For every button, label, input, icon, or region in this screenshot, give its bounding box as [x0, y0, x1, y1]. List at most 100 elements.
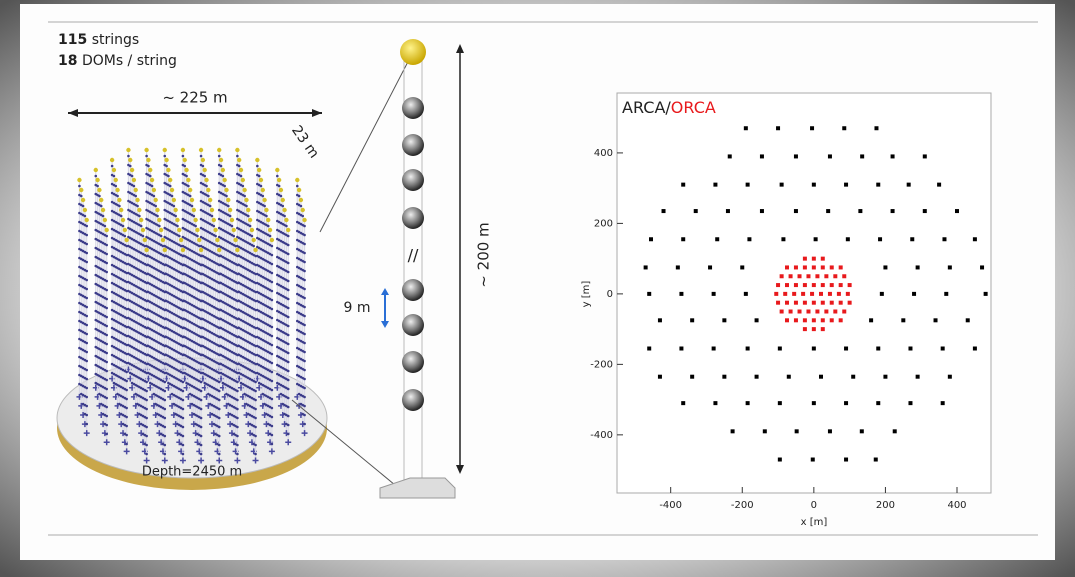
point	[869, 318, 873, 322]
buoy-dot	[270, 238, 274, 242]
dom-dot	[145, 291, 148, 294]
point	[747, 237, 751, 241]
buoy-dot	[119, 208, 123, 212]
dom-dot	[207, 195, 210, 198]
buoy-dot	[195, 228, 199, 232]
dom-dot	[200, 435, 203, 438]
dom-dot	[303, 234, 306, 237]
point	[948, 265, 952, 269]
dom-dot	[236, 399, 239, 402]
dom-dot	[105, 325, 108, 328]
buoy-dot	[275, 168, 279, 172]
dom-dot	[85, 261, 88, 264]
dom-dot	[182, 372, 185, 375]
buoy-dot	[130, 168, 134, 172]
dom-dot	[209, 205, 212, 208]
dom-dot	[200, 155, 203, 158]
dom-dot	[303, 387, 306, 390]
dom-dot	[200, 453, 203, 456]
dom-dot	[85, 333, 88, 336]
dom-dot	[174, 215, 177, 218]
dom-dot	[205, 185, 208, 188]
dom-dot	[236, 435, 239, 438]
buoy-dot	[210, 208, 214, 212]
dom-dot	[238, 165, 241, 168]
dom-dot	[200, 300, 203, 303]
buoy-dot	[132, 178, 136, 182]
point	[644, 265, 648, 269]
buoy-dot	[219, 158, 223, 162]
dom-dot	[265, 215, 268, 218]
point	[715, 237, 719, 241]
dom-dot	[254, 300, 257, 303]
dom-dot	[85, 387, 88, 390]
buoy-dot	[284, 218, 288, 222]
dom-dot	[247, 215, 250, 218]
point	[811, 458, 815, 462]
dom-dot	[200, 273, 203, 276]
dom-dot	[124, 235, 127, 238]
dom-dot	[287, 307, 290, 310]
buoy-dot	[164, 158, 168, 162]
dom-dot	[236, 300, 239, 303]
dom-dot	[203, 175, 206, 178]
dom-dot	[194, 225, 197, 228]
dom-dot	[85, 405, 88, 408]
dom-dot	[303, 333, 306, 336]
dom-dot	[236, 381, 239, 384]
buoy-dot	[201, 158, 205, 162]
buoy-dot	[121, 218, 125, 222]
dom-dot	[163, 345, 166, 348]
width-label: ~ 225 m	[162, 89, 227, 107]
dom-dot	[105, 298, 108, 301]
dom-dot	[85, 306, 88, 309]
buoy-dot	[250, 228, 254, 232]
point	[740, 265, 744, 269]
dom-dot	[287, 316, 290, 319]
dom-dot	[182, 273, 185, 276]
buoy-dot	[79, 188, 83, 192]
dom-dot	[85, 297, 88, 300]
dom-dot	[236, 327, 239, 330]
dom-dot	[145, 309, 148, 312]
buoy-dot	[228, 208, 232, 212]
dom-dot	[144, 245, 147, 248]
dom-dot	[263, 205, 266, 208]
dom-dot	[142, 235, 145, 238]
dom-dot	[254, 372, 257, 375]
dom-dot	[236, 336, 239, 339]
buoy-dot	[237, 158, 241, 162]
buoy-dot	[253, 248, 257, 252]
dom-dot	[218, 155, 221, 158]
dom-dot	[271, 308, 274, 311]
dom-dot	[163, 408, 166, 411]
dom-dot	[218, 363, 221, 366]
dom-dot	[163, 318, 166, 321]
dom-dot	[125, 299, 128, 302]
dom-dot	[85, 342, 88, 345]
dom-dot	[200, 336, 203, 339]
dom-dot	[163, 399, 166, 402]
dom-dot	[303, 414, 306, 417]
point	[722, 375, 726, 379]
buoy-dot	[123, 228, 127, 232]
dom-dot	[125, 290, 128, 293]
point	[830, 265, 834, 269]
point	[803, 265, 807, 269]
break-mark: //	[408, 246, 419, 265]
dom-dot	[287, 244, 290, 247]
dom-dot	[182, 300, 185, 303]
dom-dot	[145, 345, 148, 348]
point	[801, 292, 805, 296]
dom-dot	[180, 245, 183, 248]
point	[812, 318, 816, 322]
dom-dot	[122, 225, 125, 228]
dom-dot	[220, 165, 223, 168]
dom-dot	[242, 185, 245, 188]
point	[891, 154, 895, 158]
buoy-dot	[159, 228, 163, 232]
dom-dot	[287, 370, 290, 373]
dom-dot	[125, 245, 128, 248]
buoy-dot	[179, 238, 183, 242]
dom-dot	[243, 195, 246, 198]
